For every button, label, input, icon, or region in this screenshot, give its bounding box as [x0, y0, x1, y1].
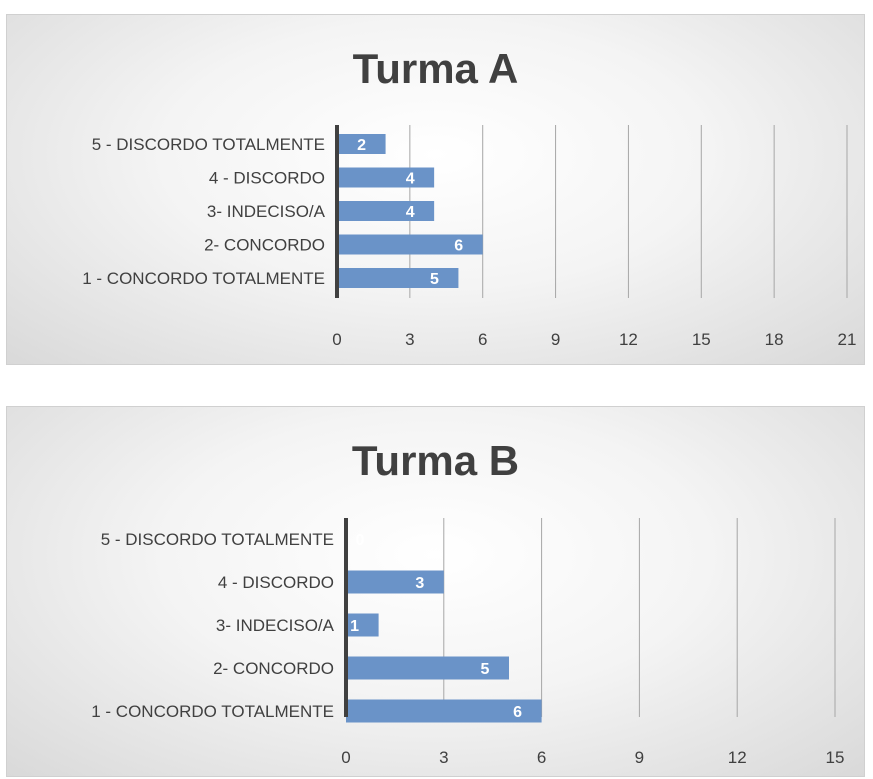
x-tick-label: 9 [635, 748, 644, 767]
bar [346, 570, 444, 594]
data-label: 5 [481, 661, 490, 678]
chart-panel-turma-a: Turma A 2 5 - DISCORDO TOTALMENTE 4 4 - DIS… [6, 14, 865, 365]
category-label: 2- CONCORDO [213, 659, 334, 678]
x-tick-label: 12 [619, 330, 638, 349]
data-label: 3 [415, 575, 424, 592]
chart-title-turma-b: Turma B [351, 437, 520, 484]
bar [337, 234, 483, 255]
category-label: 4 - DISCORDO [209, 169, 325, 188]
data-label: 5 [430, 271, 439, 288]
category-label: 1 - CONCORDO TOTALMENTE [82, 269, 325, 288]
data-label: 4 [406, 171, 415, 188]
x-tick-label: 12 [728, 748, 747, 767]
data-label: 4 [406, 204, 415, 221]
category-label: 3- INDECISO/A [216, 616, 335, 635]
x-tick-label: 6 [537, 748, 546, 767]
category-label: 5 - DISCORDO TOTALMENTE [92, 135, 325, 154]
x-tick-label: 3 [405, 330, 414, 349]
chart-svg-turma-a: 2 5 - DISCORDO TOTALMENTE 4 4 - DISCORDO 4 3-… [82, 125, 857, 349]
x-tick-label: 18 [765, 330, 784, 349]
x-tick-label: 15 [826, 748, 845, 767]
x-tick-label: 3 [439, 748, 448, 767]
category-label: 4 - DISCORDO [218, 573, 334, 592]
bar [337, 201, 435, 221]
chart-svg-turma-b: 0 5 - DISCORDO TOTALMENTE 3 4 - DISCORDO 1 3-… [91, 518, 845, 767]
x-tick-label: 21 [838, 330, 857, 349]
x-tick-label: 0 [341, 748, 350, 767]
chart-title-turma-a: Turma A [352, 45, 519, 92]
x-tick-label: 15 [692, 330, 711, 349]
bar [337, 268, 459, 288]
data-label: 1 [350, 618, 359, 635]
category-label: 3- INDECISO/A [207, 202, 326, 221]
data-label: 6 [454, 238, 463, 255]
bar [346, 699, 542, 723]
bar [346, 613, 379, 637]
category-label: 5 - DISCORDO TOTALMENTE [101, 530, 334, 549]
x-tick-label: 0 [332, 330, 341, 349]
data-label: 0 [356, 532, 365, 549]
data-label: 2 [357, 137, 366, 154]
x-tick-label: 6 [478, 330, 487, 349]
bar [337, 167, 435, 188]
category-label: 2- CONCORDO [204, 236, 325, 255]
bar [337, 134, 386, 154]
bar [346, 656, 509, 680]
chart-panel-turma-b: Turma B 0 5 - DISCORDO TOTALMENTE 3 4 - DIS… [6, 406, 865, 777]
data-label: 6 [513, 704, 522, 721]
x-tick-label: 9 [551, 330, 560, 349]
category-label: 1 - CONCORDO TOTALMENTE [91, 702, 334, 721]
